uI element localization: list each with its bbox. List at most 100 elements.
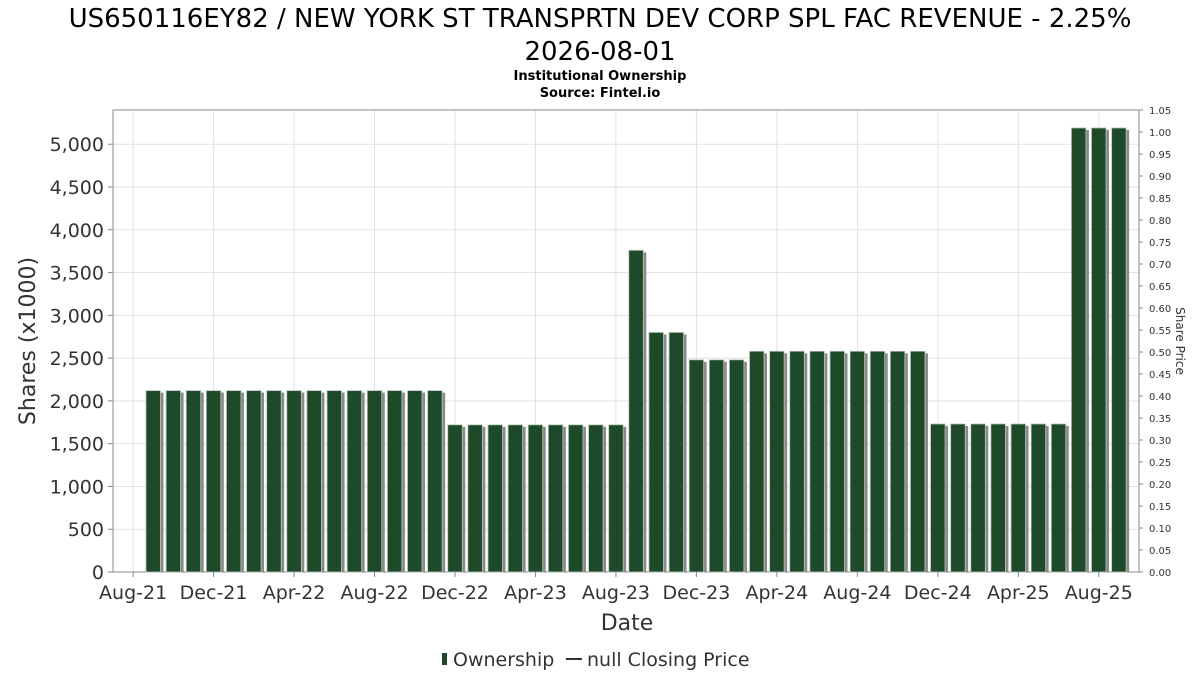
- secondary-y-axis: 0.00 0.05 0.10 0.15 0.20 0.25 0.30 0.35 0.40 0.45…: [1139, 106, 1171, 579]
- y2-tick-label: 0.55: [1149, 326, 1171, 337]
- y2-tick-label: 0.50: [1149, 348, 1171, 359]
- bar: [809, 350, 825, 573]
- bar-2025-07: [1071, 127, 1089, 573]
- bar: [568, 424, 584, 573]
- legend-ownership-label: Ownership: [453, 649, 554, 671]
- bar: [467, 424, 483, 573]
- y2-tick-label: 0.65: [1149, 282, 1171, 293]
- y-tick-label: 500: [68, 519, 104, 541]
- x-tick-label: Apr-24: [746, 582, 809, 604]
- bar: [1091, 127, 1107, 573]
- y2-tick-label: 0.30: [1149, 436, 1171, 447]
- bar-2022-07: [346, 390, 365, 573]
- x-tick-label: Dec-23: [663, 582, 731, 604]
- bar: [527, 424, 544, 573]
- bar-2025-02: [970, 423, 989, 573]
- bar-2024-05: [789, 350, 808, 573]
- bar-2025-03: [990, 423, 1009, 573]
- bar: [889, 350, 906, 573]
- bar: [688, 359, 705, 573]
- y2-tick-label: 0.25: [1149, 458, 1171, 469]
- bar: [628, 249, 644, 573]
- bar-2024-10: [889, 350, 908, 573]
- bar-2021-11: [185, 390, 204, 573]
- bar-2022-01: [226, 390, 244, 573]
- bar: [1050, 423, 1067, 573]
- bar: [1111, 127, 1127, 573]
- bar-2022-02: [246, 390, 265, 573]
- y-tick-label: 1,500: [50, 434, 104, 456]
- bar: [226, 390, 242, 573]
- bar-2023-09: [628, 249, 647, 573]
- bar: [507, 424, 523, 573]
- y-tick-label: 3,500: [50, 263, 104, 285]
- y-tick-label: 2,000: [50, 391, 104, 413]
- y2-tick-label: 0.70: [1149, 260, 1171, 271]
- y-tick-label: 3,000: [50, 305, 104, 327]
- y2-tick-label: 0.10: [1149, 524, 1171, 535]
- y2-tick-label: 0.60: [1149, 304, 1171, 315]
- legend: Ownership null Closing Price: [442, 649, 750, 671]
- bar: [387, 390, 403, 573]
- bar: [708, 359, 725, 573]
- bar-2024-06: [809, 350, 828, 573]
- y-tick-label: 5,000: [50, 134, 104, 156]
- bar-2023-04: [527, 424, 546, 573]
- chart-subtitle-line1: Institutional Ownership: [514, 69, 687, 84]
- bar: [326, 390, 342, 573]
- bar: [789, 350, 805, 573]
- y2-tick-label: 0.75: [1149, 238, 1171, 249]
- bar-2025-01: [950, 423, 969, 573]
- y2-tick-label: 1.05: [1149, 106, 1171, 117]
- bar: [266, 390, 282, 573]
- bar-2022-06: [326, 390, 345, 573]
- bar: [165, 390, 181, 573]
- y-tick-label: 2,500: [50, 348, 104, 370]
- bar: [306, 390, 322, 573]
- bar: [910, 350, 926, 573]
- bar: [588, 424, 604, 573]
- x-tick-label: Aug-23: [582, 582, 650, 604]
- y-tick-label: 4,500: [50, 177, 104, 199]
- bar-2025-09: [1111, 127, 1130, 573]
- chart-title-line1: US650116EY82 / NEW YORK ST TRANSPRTN DEV…: [69, 4, 1132, 34]
- bar: [829, 350, 845, 573]
- secondary-y-axis-label: Share Price: [1173, 307, 1187, 375]
- bar-2023-05: [547, 424, 566, 573]
- bar-2022-10: [407, 390, 426, 573]
- x-axis: Aug-21 Dec-21 Apr-22 Aug-22 Dec-22 Apr-23 Aug-…: [99, 572, 1133, 604]
- bar-2023-08: [608, 424, 627, 573]
- bar: [970, 423, 986, 573]
- bar-2024-12: [930, 423, 949, 573]
- bar: [990, 423, 1006, 573]
- bar-2022-04: [286, 390, 305, 573]
- x-tick-label: Apr-25: [987, 582, 1050, 604]
- bar-2023-06: [568, 424, 586, 573]
- bar-2022-09: [387, 390, 405, 573]
- bar-2024-02: [729, 359, 747, 573]
- y2-tick-label: 0.95: [1149, 150, 1171, 161]
- bar-2022-12: [447, 424, 466, 573]
- bar: [769, 350, 785, 573]
- bar: [246, 390, 262, 573]
- y2-tick-label: 0.85: [1149, 194, 1171, 205]
- bar-2024-07: [829, 350, 848, 573]
- bar: [668, 332, 684, 573]
- bar-2025-06: [1050, 423, 1069, 573]
- bar-2024-03: [749, 350, 768, 573]
- y2-tick-label: 0.05: [1149, 546, 1171, 557]
- bar-2023-01: [467, 424, 486, 573]
- chart-title-line2: 2026-08-01: [524, 37, 675, 67]
- y-tick-label: 4,000: [50, 220, 104, 242]
- y2-tick-label: 0.35: [1149, 414, 1171, 425]
- y2-tick-label: 0.80: [1149, 216, 1171, 227]
- legend-price-label: null Closing Price: [587, 649, 750, 671]
- bar-2022-03: [266, 390, 285, 573]
- bar-2023-10: [648, 332, 667, 573]
- bar-2021-12: [205, 390, 224, 573]
- legend-ownership-swatch: [442, 653, 447, 665]
- y-axis-label: Shares (x1000): [16, 257, 41, 425]
- bar: [930, 423, 946, 573]
- y2-tick-label: 0.90: [1149, 172, 1171, 183]
